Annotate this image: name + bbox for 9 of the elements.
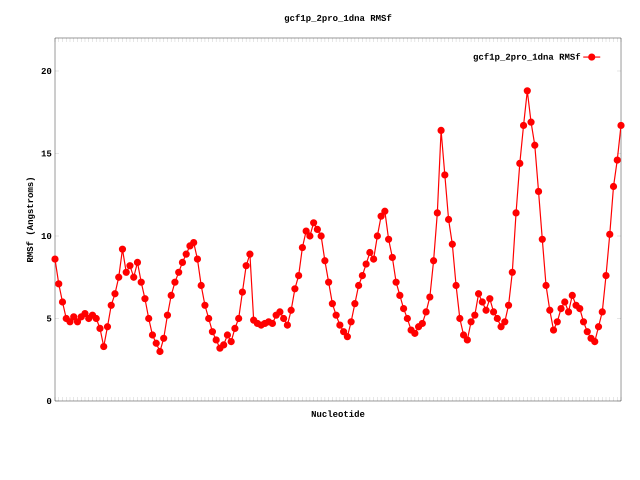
y-tick-label: 5 [46, 316, 52, 322]
chart-title: gcf1p_2pro_1dna RMSf [284, 14, 392, 23]
y-tick-label: 10 [42, 232, 52, 240]
legend-label: gcf1p_2pro_1dna RMSf [474, 53, 580, 62]
y-tick-label: 20 [42, 68, 52, 74]
y-tick-label: 15 [42, 150, 52, 156]
x-axis-title: Nucleotide [312, 410, 364, 417]
y-tick-label: 0 [46, 398, 52, 404]
y-axis-title: RMSf (Angstroms) [26, 178, 35, 262]
